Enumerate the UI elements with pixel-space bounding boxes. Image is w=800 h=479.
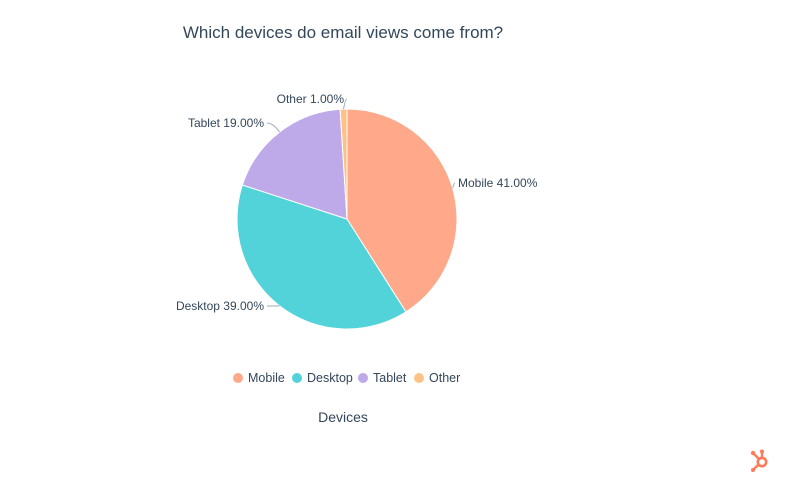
legend-marker-desktop — [292, 373, 302, 383]
x-axis-label: Devices — [318, 409, 368, 425]
slice-label-tablet: Tablet 19.00% — [188, 116, 264, 130]
legend-label-mobile: Mobile — [248, 371, 285, 385]
pie-slice-mobile — [346, 108, 458, 313]
slice-label-desktop: Desktop 39.00% — [176, 299, 264, 313]
legend-label-tablet: Tablet — [373, 371, 407, 385]
pie-slice-tablet — [241, 108, 348, 220]
slice-label-mobile: Mobile 41.00% — [458, 176, 538, 190]
legend-item-mobile[interactable]: Mobile — [233, 371, 285, 385]
pie-slices — [236, 108, 458, 330]
legend-marker-mobile — [233, 373, 243, 383]
legend-marker-other — [414, 373, 424, 383]
legend-item-tablet[interactable]: Tablet — [358, 371, 407, 385]
leader-line-mobile — [452, 182, 456, 189]
pie-slice-desktop — [236, 184, 407, 330]
leader-line-tablet — [266, 122, 280, 133]
slice-label-other: Other 1.00% — [277, 92, 345, 106]
legend: Mobile Desktop Tablet Other — [233, 371, 460, 385]
legend-item-desktop[interactable]: Desktop — [292, 371, 353, 385]
slice-labels: Mobile 41.00% Desktop 39.00% Tablet 19.00%… — [176, 92, 538, 313]
leader-line-other — [343, 98, 348, 110]
legend-marker-tablet — [358, 373, 368, 383]
slice-leader-lines — [266, 98, 456, 307]
legend-label-desktop: Desktop — [307, 371, 353, 385]
legend-item-other[interactable]: Other — [414, 371, 460, 385]
sprocket-icon — [750, 449, 768, 472]
chart-title: Which devices do email views come from? — [183, 23, 503, 42]
legend-label-other: Other — [429, 371, 460, 385]
